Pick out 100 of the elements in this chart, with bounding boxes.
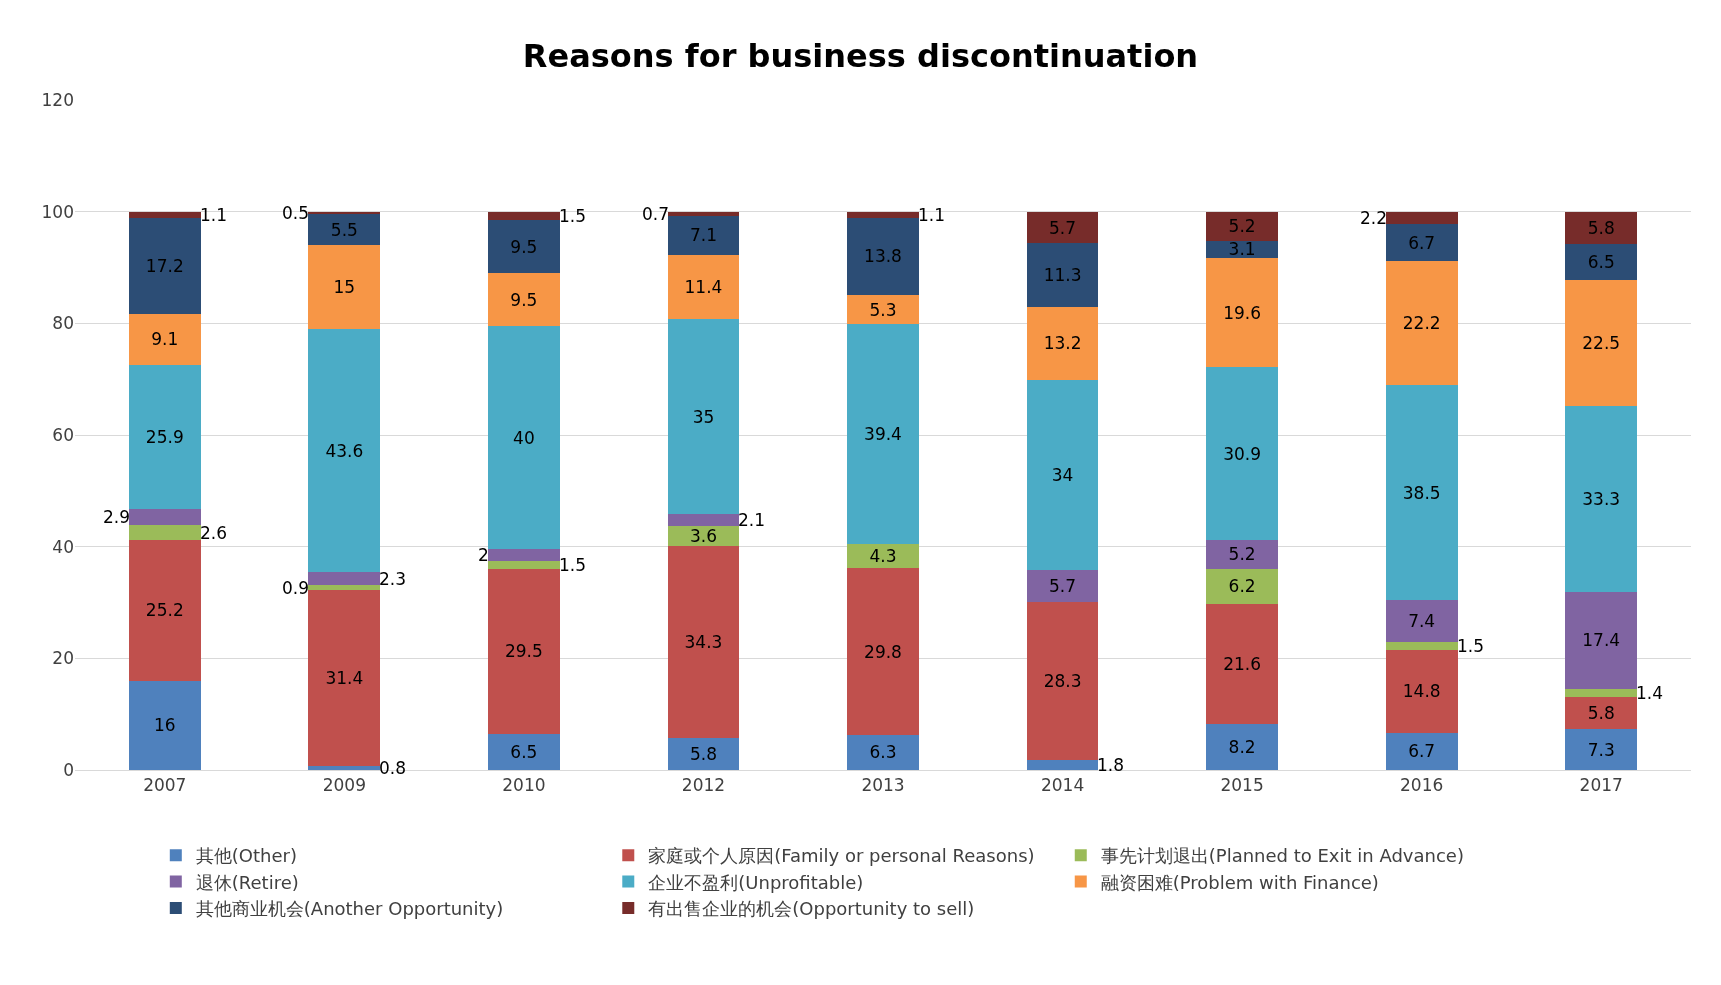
x-tick-label: 2007	[143, 775, 187, 796]
y-tick-label: 20	[52, 648, 74, 669]
x-tick-label: 2013	[861, 775, 905, 796]
y-tick-label: 80	[52, 313, 74, 334]
bar	[847, 568, 919, 735]
bar	[487, 220, 560, 274]
data-label: 34.3	[684, 631, 723, 652]
bar	[1026, 243, 1099, 307]
data-label: 9.1	[151, 329, 179, 350]
bar	[487, 326, 560, 550]
data-label: 30.9	[1223, 443, 1262, 464]
bar	[1206, 569, 1279, 604]
data-label: 40	[513, 427, 535, 448]
y-tick-label: 120	[41, 89, 74, 110]
data-label: 22.2	[1402, 313, 1441, 334]
bar	[1206, 367, 1279, 540]
data-label: 35	[692, 406, 715, 427]
bar	[1385, 211, 1458, 224]
data-label: 7.3	[1587, 739, 1615, 760]
bar	[128, 211, 201, 218]
data-label: 1.5	[559, 555, 587, 575]
bar	[667, 737, 740, 770]
data-label: 33.3	[1582, 488, 1621, 509]
bar	[1565, 729, 1638, 770]
data-label: 5.8	[689, 743, 717, 764]
data-label: 5.3	[869, 299, 897, 320]
bar	[667, 255, 740, 319]
data-label: 17.4	[1582, 630, 1621, 651]
data-label: 9.5	[510, 236, 538, 257]
bar	[308, 765, 381, 770]
data-label: 3.1	[1228, 239, 1256, 260]
bar	[667, 546, 740, 738]
bar	[1565, 689, 1638, 697]
bar	[1206, 603, 1279, 725]
data-label: 29.5	[504, 641, 543, 662]
data-label: 5.7	[1049, 217, 1077, 238]
data-label: 2.2	[1360, 208, 1388, 228]
bar	[487, 569, 560, 734]
bar	[1385, 223, 1458, 262]
data-label: 2.1	[738, 510, 766, 530]
bar	[1385, 641, 1458, 650]
bar	[847, 544, 919, 569]
x-tick-label: 2016	[1400, 775, 1444, 796]
data-label: 29.8	[864, 641, 902, 662]
data-label: 6.3	[869, 742, 897, 763]
chart-title: Reasons for business discontinuation	[522, 36, 1199, 75]
data-label: 0.9	[282, 578, 310, 598]
data-label: 13.2	[1043, 333, 1082, 354]
bar	[308, 328, 381, 573]
data-label: 43.6	[325, 440, 364, 461]
bar	[128, 525, 201, 540]
y-tick-label: 0	[63, 759, 74, 780]
data-label: 28.3	[1043, 670, 1082, 691]
data-label: 2	[478, 545, 489, 565]
data-label: 3.6	[689, 526, 717, 547]
legend-label: 家庭或个人原因(Family or personal Reasons)	[648, 845, 1035, 867]
data-label: 25.9	[145, 426, 184, 447]
bar	[1565, 696, 1638, 730]
data-label: 11.4	[684, 277, 723, 298]
bar	[1385, 261, 1458, 386]
data-label: 8.2	[1228, 737, 1256, 758]
bar	[1026, 211, 1099, 244]
data-label: 34	[1051, 465, 1074, 486]
legend-label: 其他商业机会(Another Opportunity)	[195, 898, 504, 920]
data-label: 6.5	[1587, 252, 1615, 273]
bar	[1565, 405, 1638, 592]
data-label: 11.3	[1043, 265, 1082, 286]
data-label: 21.6	[1223, 653, 1262, 674]
bar	[847, 294, 919, 325]
x-tick-label: 2012	[681, 775, 726, 796]
bar	[1206, 258, 1279, 368]
bar	[1565, 591, 1638, 690]
legend-label: 有出售企业的机会(Opportunity to sell)	[648, 898, 975, 920]
bar	[1026, 380, 1099, 571]
bar	[1206, 539, 1279, 569]
data-label: 16	[153, 715, 176, 736]
data-label: 0.7	[642, 204, 670, 224]
data-label: 6.7	[1408, 741, 1436, 762]
bar	[1385, 649, 1458, 733]
data-label: 14.8	[1402, 681, 1441, 702]
legend-label: 融资困难(Problem with Finance)	[1100, 871, 1379, 893]
bar	[847, 217, 919, 295]
bar	[847, 211, 919, 218]
bar	[1385, 732, 1458, 770]
data-label: 1.5	[559, 206, 587, 226]
bar	[1206, 211, 1279, 241]
data-label: 7.4	[1408, 610, 1436, 631]
data-label: 1.1	[200, 205, 228, 225]
data-label: 6.5	[510, 741, 538, 762]
data-label: 0.5	[282, 203, 310, 223]
data-label: 2.3	[379, 569, 407, 589]
legend-label: 其他(Other)	[195, 845, 297, 867]
bar	[128, 217, 201, 314]
y-tick-label: 100	[41, 201, 74, 222]
x-tick-label: 2015	[1220, 775, 1264, 796]
y-tick-label: 60	[52, 424, 74, 445]
bar	[128, 539, 201, 681]
bar	[1385, 385, 1458, 601]
data-label: 6.2	[1228, 576, 1256, 597]
data-label: 15	[333, 277, 356, 298]
